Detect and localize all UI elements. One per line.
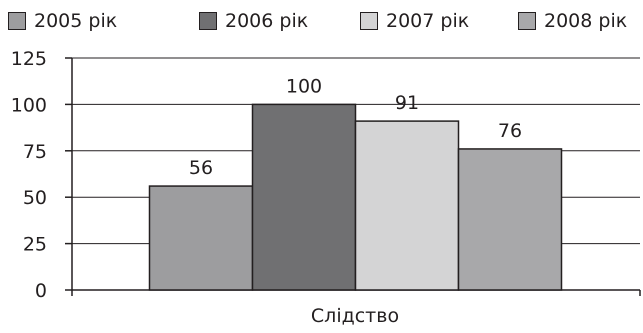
y-tick-label-0: 0 [35,280,47,302]
legend-label-2007: 2007 рік [386,10,470,32]
chart-legend: 2005 рік 2006 рік 2007 рік 2008 рік [0,0,643,40]
bar-2006-рік [251,103,357,291]
data-label-2007-рік: 91 [395,92,419,114]
data-label-2005-рік: 56 [189,157,213,179]
data-label-2008-рік: 76 [498,120,522,142]
data-label-2006-рік: 100 [286,75,322,97]
bars [148,103,563,291]
y-tick-label-25: 25 [23,234,47,256]
y-tick-label-100: 100 [11,94,47,116]
legend-swatch-2007 [360,12,378,30]
x-axis-category-label: Слідство [311,305,399,327]
legend-label-2005: 2005 рік [34,10,118,32]
data-labels: 56 100 91 76 [189,75,522,179]
legend-swatch-2005 [8,12,26,30]
legend-item-2006: 2006 рік [199,9,308,33]
y-tick-label-50: 50 [23,187,47,209]
legend-item-2005: 2005 рік [8,9,117,33]
legend-swatch-2006 [199,12,217,30]
y-tick-label-75: 75 [23,141,47,163]
legend-item-2007: 2007 рік [360,9,469,33]
bar-2007-рік [354,120,460,291]
y-tick-label-125: 125 [11,48,47,70]
legend-item-2008: 2008 рік [518,9,627,33]
legend-label-2008: 2008 рік [544,10,628,32]
legend-label-2006: 2006 рік [225,10,309,32]
bar-2005-рік [148,185,254,291]
bar-2008-рік [457,148,563,291]
legend-swatch-2008 [518,12,536,30]
